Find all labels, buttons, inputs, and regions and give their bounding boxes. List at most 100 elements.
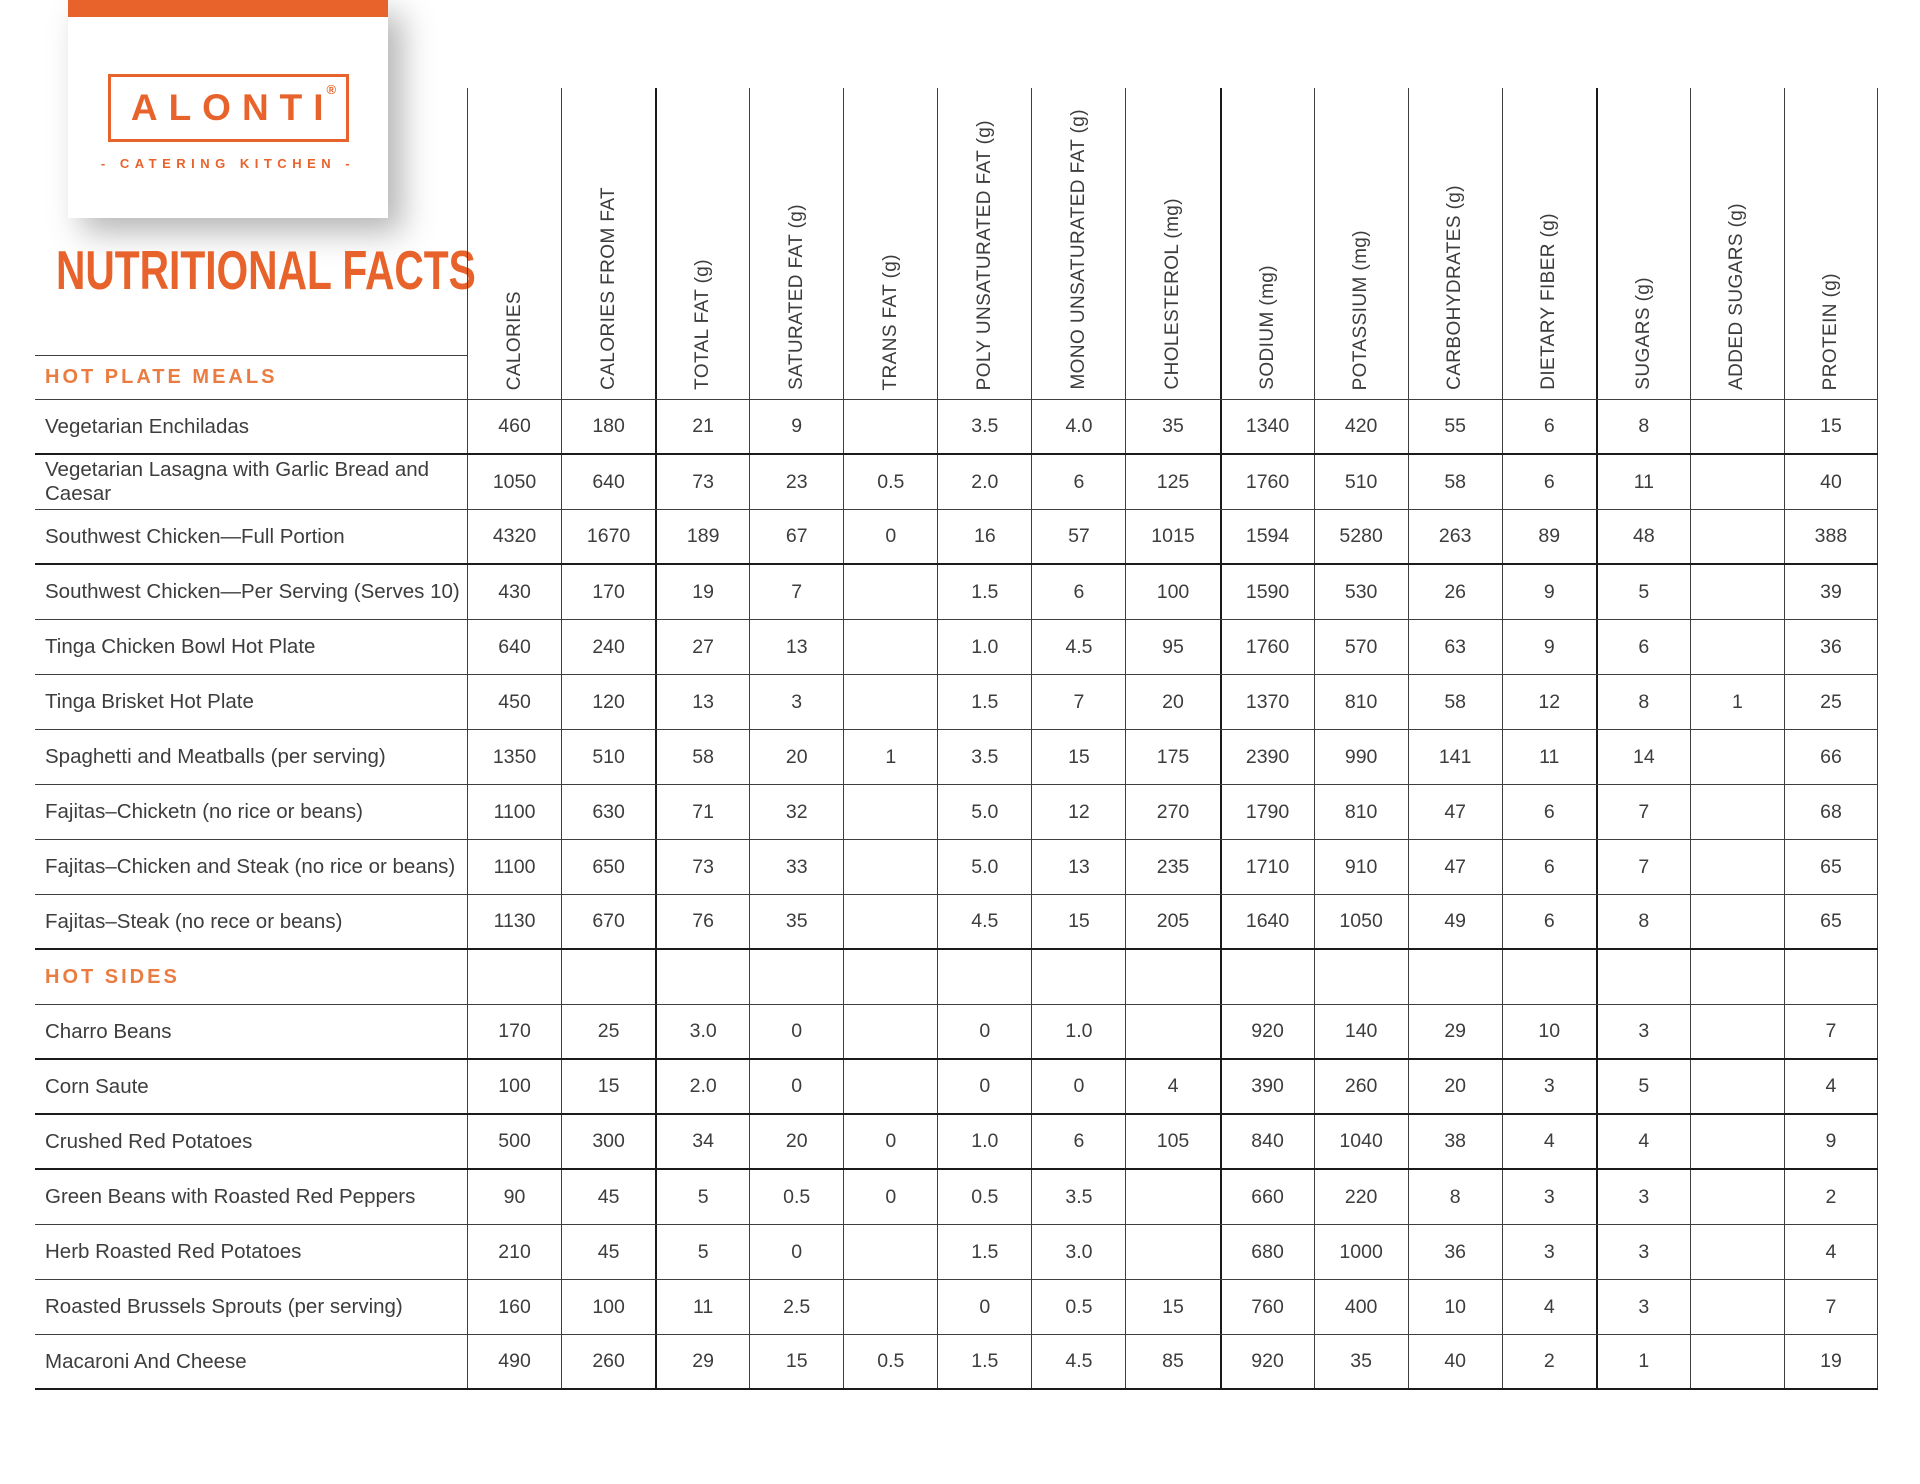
nutrition-value: 8: [1595, 400, 1690, 453]
nutrition-value: 530: [1313, 565, 1408, 619]
nutrition-value: 27: [655, 620, 749, 674]
nutrition-value: 55: [1407, 400, 1502, 453]
nutrition-value: 170: [561, 565, 655, 619]
nutrition-value: 0: [937, 1280, 1031, 1334]
nutrition-value: 1790: [1219, 785, 1314, 839]
nutrition-value: 100: [561, 1280, 655, 1334]
nutrition-value: 68: [1783, 785, 1878, 839]
nutrition-value: 1590: [1219, 565, 1314, 619]
nutrition-value: 12: [1501, 675, 1596, 729]
nutrition-value: 420: [1313, 400, 1408, 453]
nutrition-value: 1100: [467, 785, 561, 839]
nutrition-value: 3: [1595, 1225, 1690, 1279]
nutrition-value: [1689, 1005, 1784, 1058]
nutrition-value: 1050: [1313, 895, 1408, 948]
nutrition-value: 5.0: [937, 785, 1031, 839]
nutrition-value: 3: [749, 675, 843, 729]
nutrition-value: 640: [467, 620, 561, 674]
nutrition-value: 6: [1031, 565, 1125, 619]
nutrition-value: 7: [1783, 1280, 1878, 1334]
nutrition-value: 35: [749, 895, 843, 948]
nutrition-value: [1689, 1335, 1784, 1388]
nutrition-value: 95: [1125, 620, 1219, 674]
nutrition-value: 4.5: [1031, 620, 1125, 674]
column-header: CALORIES FROM FAT: [561, 88, 655, 399]
nutrition-value: [1689, 565, 1784, 619]
nutrition-value: 760: [1219, 1280, 1314, 1334]
column-header-label: TRANS FAT (g): [879, 253, 901, 390]
table-row: Tinga Chicken Bowl Hot Plate 640 240 27 13 1.…: [35, 620, 1878, 675]
nutrition-value: [843, 1280, 937, 1334]
nutrition-value: 510: [561, 730, 655, 784]
nutrition-value: 6: [1031, 455, 1125, 509]
nutrition-value: 1130: [467, 895, 561, 948]
food-name: Roasted Brussels Sprouts (per serving): [45, 1295, 403, 1318]
nutrition-value: [843, 1225, 937, 1279]
nutrition-value: [1689, 1280, 1784, 1334]
page-title: NUTRITIONAL FACTS: [56, 239, 476, 301]
nutrition-value: 1670: [561, 510, 655, 563]
nutrition-value: 5: [655, 1170, 749, 1224]
nutrition-value: 10: [1407, 1280, 1502, 1334]
nutrition-value: 0: [749, 1005, 843, 1058]
nutrition-value: 840: [1219, 1115, 1314, 1168]
nutrition-value: 2.0: [655, 1060, 749, 1113]
section-header-cell: HOT SIDES: [35, 950, 467, 1004]
column-header-label: SATURATED FAT (g): [785, 204, 807, 390]
nutrition-value: [1689, 895, 1784, 948]
food-name: Charro Beans: [45, 1019, 172, 1043]
empty-cell: [1689, 950, 1784, 1004]
nutrition-value: 15: [1031, 895, 1125, 948]
nutrition-value: 39: [1783, 565, 1878, 619]
nutrition-value: 4.5: [937, 895, 1031, 948]
brand-logo-card: ALONTI ® - CATERING KITCHEN -: [68, 0, 388, 218]
table-row: Spaghetti and Meatballs (per serving) 135…: [35, 730, 1878, 785]
empty-cell: [749, 950, 843, 1004]
nutrition-value: 58: [655, 730, 749, 784]
nutrition-value: 89: [1501, 510, 1596, 563]
nutrition-value: 12: [1031, 785, 1125, 839]
column-header: SODIUM (mg): [1219, 88, 1314, 399]
nutrition-value: [1689, 785, 1784, 839]
nutrition-value: 141: [1407, 730, 1502, 784]
nutrition-value: 388: [1783, 510, 1878, 563]
nutrition-value: 1015: [1125, 510, 1219, 563]
column-header-label: POTASSIUM (mg): [1350, 229, 1372, 390]
nutrition-value: 1100: [467, 840, 561, 894]
empty-cell: [467, 950, 561, 1004]
nutrition-value: 570: [1313, 620, 1408, 674]
nutrition-value: 19: [655, 565, 749, 619]
nutrition-value: 1050: [467, 455, 561, 509]
column-header: TRANS FAT (g): [843, 88, 937, 399]
nutrition-value: 7: [1595, 785, 1690, 839]
column-header: TOTAL FAT (g): [655, 88, 749, 399]
nutrition-value: [843, 1005, 937, 1058]
nutrition-value: 36: [1407, 1225, 1502, 1279]
table-header: HOT PLATE MEALS CALORIES CALORIES FROM FAT…: [35, 88, 1878, 400]
table-row: Corn Saute 100 15 2.0 0 0 0 4 390 260 20 3 5 4: [35, 1060, 1878, 1115]
empty-cell: [1407, 950, 1502, 1004]
section-title: HOT SIDES: [45, 965, 180, 988]
nutrition-value: 2: [1501, 1335, 1596, 1388]
column-header-label: PROTEIN (g): [1819, 272, 1841, 390]
nutrition-value: [1689, 1170, 1784, 1224]
nutrition-value: 15: [1125, 1280, 1219, 1334]
section-title: HOT PLATE MEALS: [45, 366, 278, 388]
nutrition-value: 26: [1407, 565, 1502, 619]
nutrition-value: 5: [1595, 565, 1690, 619]
column-header: PROTEIN (g): [1783, 88, 1878, 399]
nutrition-value: 20: [1125, 675, 1219, 729]
nutrition-value: 390: [1219, 1060, 1314, 1113]
nutrition-value: 3: [1501, 1225, 1596, 1279]
nutrition-value: 6: [1501, 785, 1596, 839]
nutrition-value: 15: [749, 1335, 843, 1388]
nutrition-value: 11: [655, 1280, 749, 1334]
nutrition-value: 1: [1689, 675, 1784, 729]
nutrition-value: 3: [1501, 1170, 1596, 1224]
empty-cell: [1595, 950, 1690, 1004]
food-name: Tinga Chicken Bowl Hot Plate: [45, 635, 316, 658]
column-header: ADDED SUGARS (g): [1689, 88, 1784, 399]
table-row: Fajitas–Chicken and Steak (no rice or be…: [35, 840, 1878, 895]
food-name: Southwest Chicken—Per Serving (Serves 10…: [45, 580, 460, 603]
nutrition-value: 1.0: [1031, 1005, 1125, 1058]
